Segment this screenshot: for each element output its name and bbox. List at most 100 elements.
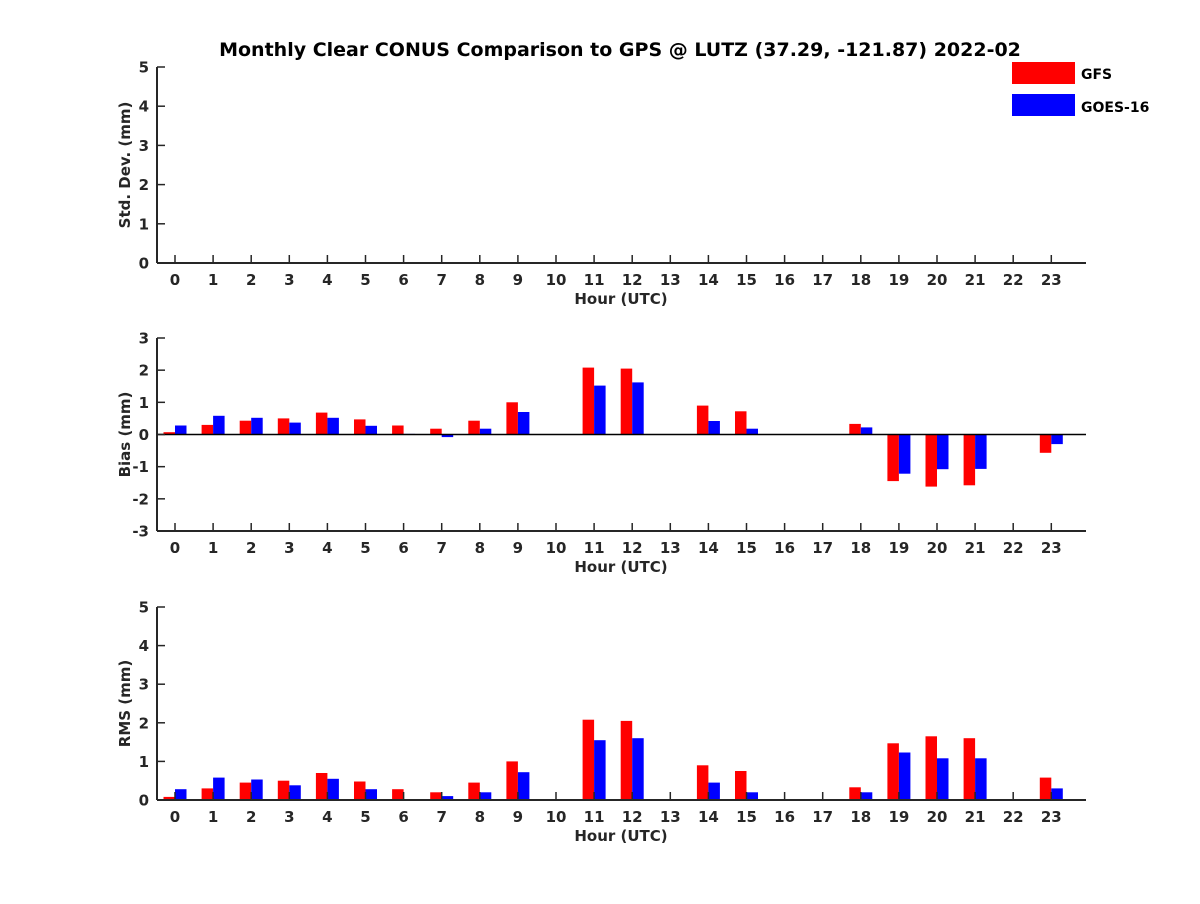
bias-bar-goes16-14: [708, 421, 720, 435]
bias-bar-gfs-14: [696, 405, 709, 435]
rms-bar-gfs-11: [582, 719, 595, 800]
bias-bar-gfs-0: [163, 432, 175, 435]
bias-xtick-label: 1: [208, 539, 218, 557]
rms-xtick-label: 18: [850, 808, 871, 826]
bias-bar-goes16-20: [937, 434, 949, 470]
bias-xtick-label: 10: [546, 539, 567, 557]
chart-title: Monthly Clear CONUS Comparison to GPS @ …: [219, 39, 1021, 61]
bias-bar-gfs-21: [963, 434, 976, 486]
bias-xtick-label: 12: [622, 539, 643, 557]
std-dev-xtick-label: 9: [513, 271, 523, 289]
bias-bar-goes16-15: [746, 428, 758, 435]
bias-bar-goes16-0: [175, 425, 187, 435]
rms-bar-gfs-21: [963, 738, 976, 800]
bias-bar-goes16-5: [365, 425, 377, 435]
bias-bar-goes16-9: [517, 412, 530, 435]
legend-label-gfs: GFS: [1081, 67, 1112, 83]
bias-xtick-label: 5: [360, 539, 370, 557]
rms-xtick-label: 13: [660, 808, 681, 826]
rms-ytick-label: 2: [139, 714, 149, 732]
rms-bar-gfs-3: [277, 780, 290, 800]
bias-xlabel: Hour (UTC): [574, 558, 667, 576]
rms-bar-gfs-20: [925, 736, 937, 800]
std-dev-xtick-label: 13: [660, 271, 681, 289]
bias-bar-gfs-18: [849, 423, 861, 435]
rms-bar-gfs-0: [163, 796, 175, 800]
rms-xtick-label: 2: [246, 808, 256, 826]
bias-bar-gfs-1: [201, 424, 214, 435]
std-dev-xtick-label: 0: [170, 271, 180, 289]
std-dev-xtick-label: 8: [475, 271, 485, 289]
rms-xtick-label: 14: [698, 808, 719, 826]
rms-bar-gfs-18: [849, 787, 861, 800]
rms-bar-goes16-14: [708, 782, 720, 800]
rms-bar-goes16-7: [441, 796, 454, 800]
rms-bar-goes16-9: [517, 772, 530, 800]
bias-ytick-label: 0: [139, 426, 149, 444]
rms-xtick-label: 5: [360, 808, 370, 826]
bias-bar-gfs-3: [277, 418, 290, 435]
bias-bar-gfs-6: [392, 425, 404, 435]
rms-xtick-label: 4: [322, 808, 332, 826]
bias-bar-goes16-18: [860, 427, 873, 435]
std-dev-ytick-label: 0: [139, 255, 149, 273]
bias-bar-gfs-19: [887, 434, 899, 482]
rms-xtick-label: 23: [1041, 808, 1062, 826]
rms-bar-goes16-1: [213, 777, 225, 800]
std-dev-ylabel: Std. Dev. (mm): [116, 102, 134, 229]
bias-bar-goes16-12: [632, 382, 644, 435]
bias-bar-gfs-9: [506, 402, 518, 435]
rms-ytick-label: 1: [139, 753, 149, 771]
rms-xtick-label: 17: [812, 808, 833, 826]
std-dev-xtick-label: 11: [584, 271, 605, 289]
bias-bar-goes16-7: [441, 434, 454, 438]
legend-swatch-goes16: [1012, 94, 1075, 116]
rms-bar-gfs-14: [696, 765, 709, 800]
bias-ytick-label: -3: [132, 523, 149, 541]
bias-xtick-label: 18: [850, 539, 871, 557]
bias-xtick-label: 14: [698, 539, 719, 557]
std-dev-xtick-label: 16: [774, 271, 795, 289]
legend-swatch-gfs: [1012, 62, 1075, 84]
rms-xtick-label: 20: [927, 808, 948, 826]
rms-bar-gfs-23: [1039, 777, 1052, 800]
std-dev-xtick-label: 12: [622, 271, 643, 289]
rms-bar-goes16-12: [632, 738, 644, 800]
bias-bar-gfs-20: [925, 434, 937, 487]
rms-bar-gfs-1: [201, 788, 214, 800]
rms-xtick-label: 11: [584, 808, 605, 826]
bias-bar-goes16-8: [479, 428, 492, 435]
bias-bar-gfs-23: [1039, 434, 1052, 453]
bias-xtick-label: 7: [436, 539, 446, 557]
bias-bar-gfs-12: [620, 368, 633, 435]
bias-xtick-label: 8: [475, 539, 485, 557]
bias-xtick-label: 17: [812, 539, 833, 557]
std-dev-xtick-label: 3: [284, 271, 294, 289]
std-dev-ytick-label: 4: [139, 98, 149, 116]
rms-bar-gfs-8: [468, 782, 480, 800]
bias-xtick-label: 21: [965, 539, 986, 557]
std-dev-xtick-label: 1: [208, 271, 218, 289]
rms-xtick-label: 1: [208, 808, 218, 826]
rms-xtick-label: 15: [736, 808, 757, 826]
std-dev-xtick-label: 17: [812, 271, 833, 289]
std-dev-xtick-label: 7: [436, 271, 446, 289]
rms-bar-gfs-6: [392, 789, 404, 800]
bias-xtick-label: 0: [170, 539, 180, 557]
rms-bar-gfs-5: [354, 781, 366, 800]
bias-bar-goes16-19: [898, 434, 911, 474]
legend-label-goes16: GOES-16: [1081, 100, 1149, 116]
bias-xtick-label: 16: [774, 539, 795, 557]
rms-xtick-label: 19: [888, 808, 909, 826]
bias-xtick-label: 23: [1041, 539, 1062, 557]
rms-ytick-label: 3: [139, 676, 149, 694]
std-dev-xtick-label: 21: [965, 271, 986, 289]
rms-bar-gfs-15: [735, 771, 747, 800]
std-dev-xtick-label: 22: [1003, 271, 1024, 289]
bias-xtick-label: 11: [584, 539, 605, 557]
bias-bar-gfs-2: [239, 420, 252, 435]
std-dev-ytick-label: 2: [139, 176, 149, 194]
